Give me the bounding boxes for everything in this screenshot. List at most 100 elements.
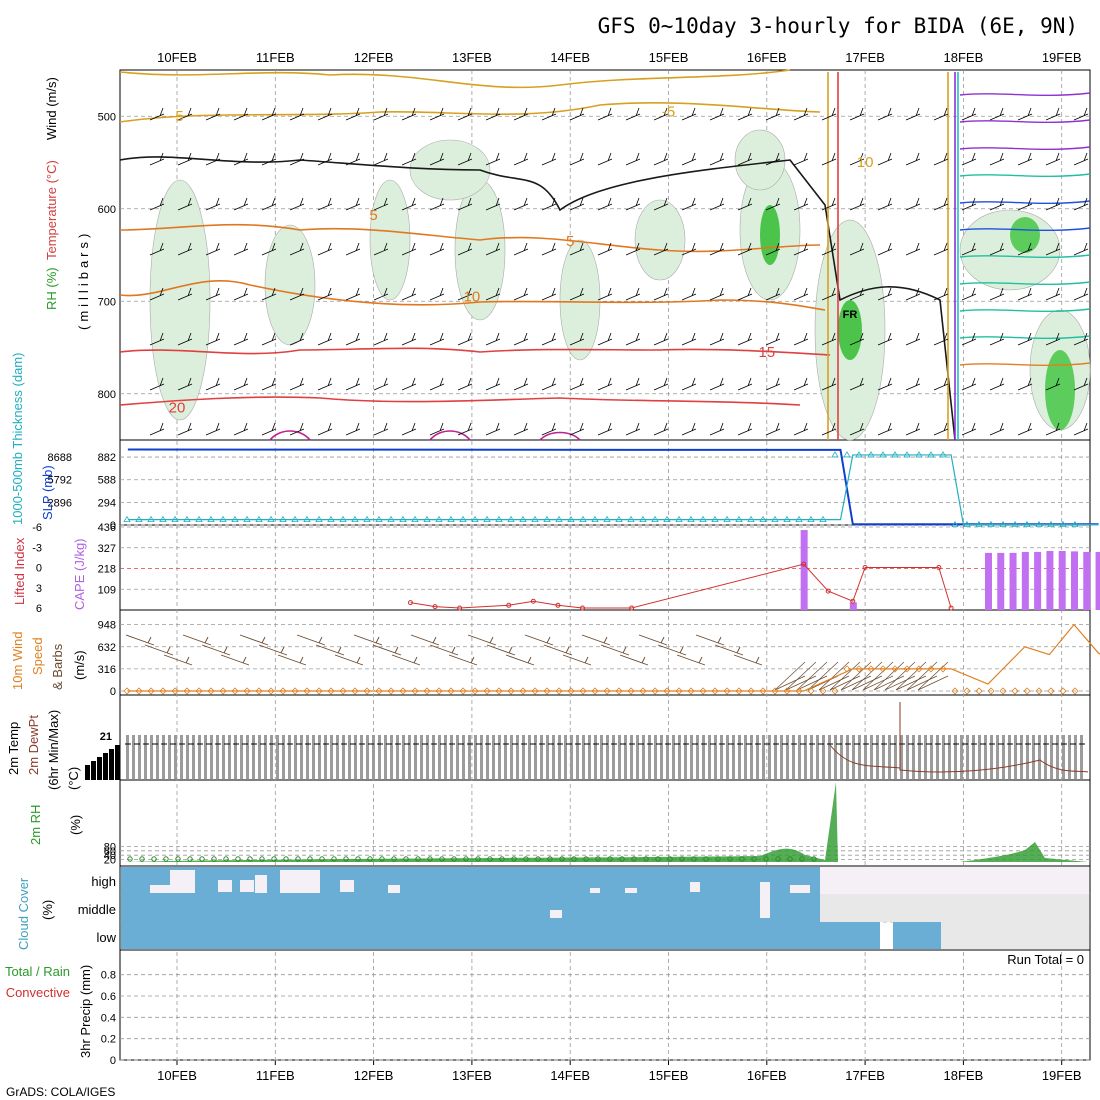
wind-speed-marker <box>267 687 275 695</box>
wind-barb <box>569 287 585 301</box>
temperature-range-bar <box>942 735 945 779</box>
wind-barb <box>345 422 361 436</box>
rh-shading <box>959 209 1061 291</box>
temperature-range-bar <box>966 735 969 779</box>
surface-wind-barb <box>182 634 212 646</box>
thickness-marker <box>579 515 587 523</box>
temperature-contour-label: 10 <box>464 288 481 305</box>
wind-barb <box>569 332 585 346</box>
wind-barb <box>373 197 389 211</box>
wind-barb <box>793 107 809 121</box>
date-label-bottom: 18FEB <box>944 1068 984 1083</box>
wind-barb <box>625 332 641 346</box>
wind-speed-marker <box>375 687 383 695</box>
wind-speed-marker <box>135 687 143 695</box>
temperature-range-bar <box>858 735 861 779</box>
thickness-line <box>127 454 1099 526</box>
temperature-range-bar <box>150 735 153 779</box>
temperature-range-bar <box>174 735 177 779</box>
wind-barb <box>1073 197 1089 211</box>
temperature-range-bar <box>348 735 351 779</box>
cape-bar <box>1095 551 1100 610</box>
thickness-marker <box>483 515 491 523</box>
lifted-index-point <box>579 605 585 611</box>
wind-barb <box>345 377 361 391</box>
thickness-axis-label: 1000-500mb Thickness (dam) <box>10 353 25 525</box>
wind-barb <box>905 152 921 166</box>
contour-line <box>119 156 956 441</box>
temperature-range-bar <box>360 735 363 779</box>
wind-barb <box>485 242 501 256</box>
thickness-marker <box>123 515 131 523</box>
rh-tick-label: 40 <box>104 850 116 862</box>
wind-speed-marker <box>243 687 251 695</box>
wind-speed-marker <box>1047 687 1055 695</box>
surface-wind-barb <box>818 661 850 691</box>
wind-barb <box>961 332 977 346</box>
wind-speed-marker <box>435 687 443 695</box>
thickness-marker <box>627 515 635 523</box>
rh-point <box>283 856 289 862</box>
surface-wind-barb <box>315 644 345 656</box>
temperature-range-bar <box>426 735 429 779</box>
panel-content <box>85 69 1100 949</box>
thickness-marker <box>663 515 671 523</box>
wind-barb <box>905 107 921 121</box>
contour-line <box>959 92 1091 96</box>
surface-wind-barb <box>840 661 872 691</box>
cape-bar <box>1083 551 1091 610</box>
wind-tick-label: 948 <box>98 620 116 632</box>
temperature-legend-bar <box>91 761 96 780</box>
wind-barb <box>849 422 865 436</box>
surface-wind-barb <box>785 661 817 691</box>
temperature-contour-label: -5 <box>170 108 183 125</box>
wind-barb <box>345 197 361 211</box>
temperature-range-bar <box>402 735 405 779</box>
date-label-top: 11FEB <box>256 50 295 65</box>
cape-bar <box>1034 551 1042 610</box>
wind-speed-marker <box>159 687 167 695</box>
temperature-range-bar <box>810 735 813 779</box>
wind-barb <box>261 242 277 256</box>
cape-bar <box>800 530 808 610</box>
wind-barb <box>905 332 921 346</box>
rh-point <box>403 856 409 862</box>
wind-barb <box>233 197 249 211</box>
wind-speed-marker <box>927 665 935 673</box>
wind-barb <box>233 107 249 121</box>
cloud-level-label: low <box>96 930 116 945</box>
wind-barb <box>737 422 753 436</box>
temperature-range-bar <box>1068 735 1071 779</box>
wind-barb <box>429 422 445 436</box>
thickness-marker <box>831 451 839 458</box>
wind-barb <box>821 377 837 391</box>
date-label-top: 19FEB <box>1042 50 1082 65</box>
credit-label: GrADS: COLA/IGES <box>6 1085 115 1099</box>
temperature-range-bar <box>132 735 135 779</box>
precip-tick-label: 0.4 <box>101 1012 116 1024</box>
cloud-cover-gap <box>218 880 232 892</box>
surface-wind-barb <box>895 661 927 691</box>
wind-barb <box>485 152 501 166</box>
thickness-marker <box>315 515 323 523</box>
surface-wind-barb <box>448 654 478 666</box>
wind-barb <box>513 377 529 391</box>
thickness-marker <box>675 515 683 523</box>
temperature-legend-bar <box>109 749 114 780</box>
rh-point <box>307 856 313 862</box>
wind-barb <box>709 197 725 211</box>
thickness-marker <box>963 520 971 528</box>
temperature-range-bar <box>138 735 141 779</box>
temperature-range-bar <box>744 735 747 779</box>
wind-barb <box>877 332 893 346</box>
lifted-index-point <box>801 561 807 567</box>
wind-barb <box>541 377 557 391</box>
wind-barb <box>485 107 501 121</box>
temperature-range-bar <box>492 735 495 779</box>
surface-wind-barb <box>917 661 949 691</box>
wind-barb <box>1073 332 1089 346</box>
thickness-marker <box>399 515 407 523</box>
temperature-range-bar <box>228 735 231 779</box>
rh-tick-label: 80 <box>104 841 116 853</box>
temperature-range-bar <box>654 735 657 779</box>
